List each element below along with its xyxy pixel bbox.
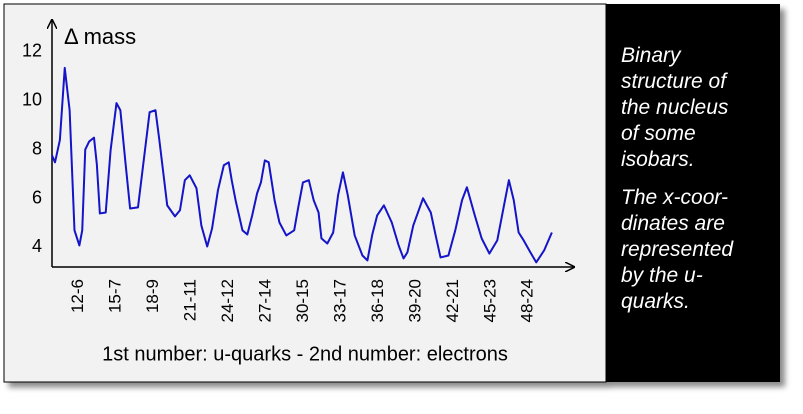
side-line: the nucleus [621,96,729,119]
x-tick-label: 12-6 [68,279,87,313]
side-line: represented [621,238,734,261]
side-line: by the u- [621,264,703,287]
side-line: The x-coor- [621,186,728,209]
side-line: isobars. [621,148,695,171]
x-tick-label: 27-14 [255,279,274,322]
y-tick-label: 12 [22,41,42,61]
side-line: of some [621,122,696,145]
data-line [51,66,553,264]
x-tick-label: 15-7 [105,279,124,313]
side-text: Binary structure of the nucleus of some isob… [621,44,734,313]
y-tick-label: 10 [22,89,42,109]
x-tick-label: 42-21 [443,279,462,322]
side-panel [606,4,780,382]
x-tick-label: 36-18 [368,279,387,322]
side-line: structure of [621,70,728,93]
y-tick-label: 6 [32,187,42,207]
x-axis-label: 1st number: u-quarks - 2nd number: elect… [102,343,508,365]
x-tick-label: 21-11 [180,279,199,321]
plot: 4 6 8 10 12 12-6 15-7 18-9 21-11 24-12 27-14 30-15 3… [22,41,553,322]
x-tick-label: 39-20 [405,279,424,322]
side-line: quarks. [621,290,690,313]
x-tick-label: 18-9 [143,279,162,313]
y-axis-label: Δ mass [64,24,136,49]
x-tick-label: 48-24 [518,279,537,322]
x-tick-label: 30-15 [293,279,312,322]
side-line: Binary [621,44,682,67]
x-tick-label: 45-23 [480,279,499,322]
x-tick-label: 33-17 [330,279,349,322]
y-tick-label: 8 [32,138,42,158]
y-tick-label: 4 [32,236,42,256]
side-line: dinates are [621,212,725,235]
chart-panel [3,3,607,383]
x-tick-label: 24-12 [218,279,237,322]
